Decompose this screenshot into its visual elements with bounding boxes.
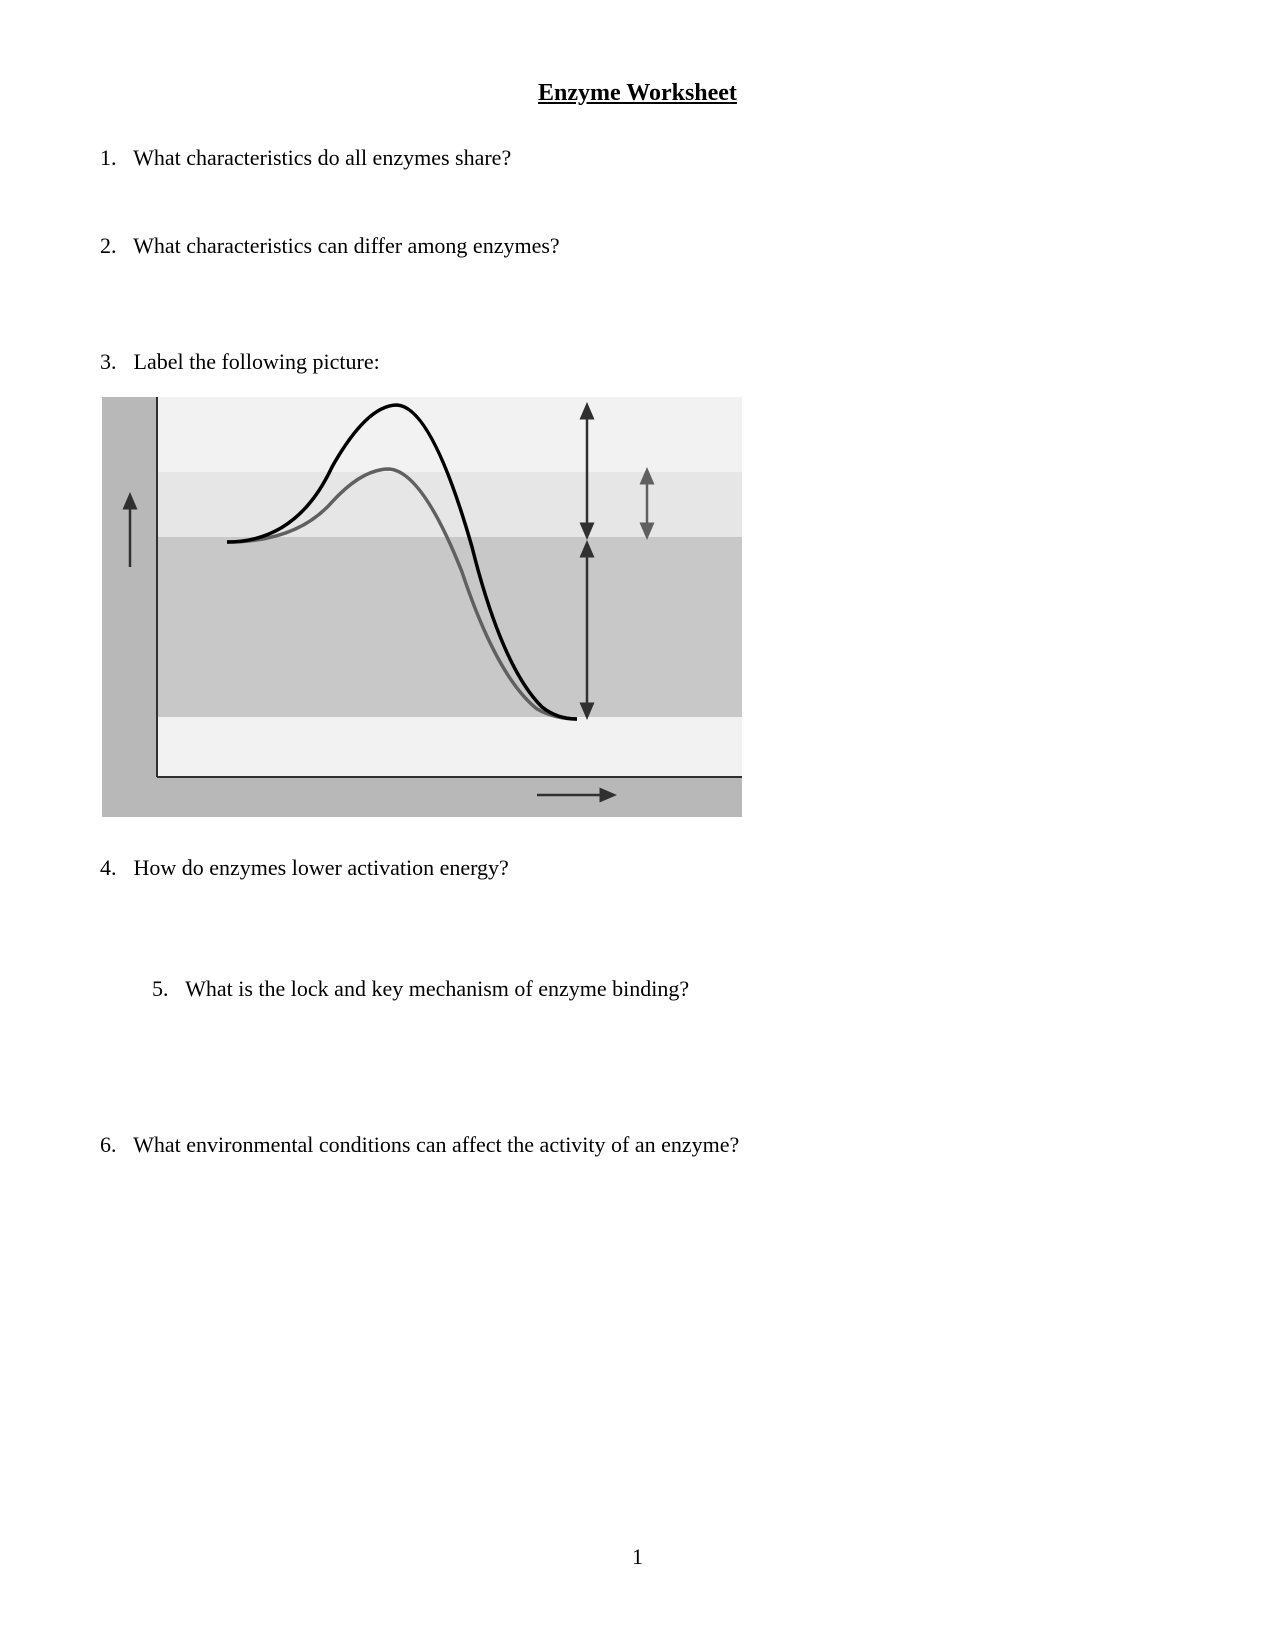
energy-diagram <box>102 397 742 817</box>
question-4-num: 4. <box>100 855 128 881</box>
worksheet-title: Enzyme Worksheet <box>100 80 1175 107</box>
question-6-num: 6. <box>100 1132 128 1158</box>
question-1-text: What characteristics do all enzymes shar… <box>133 145 511 170</box>
question-3-text: Label the following picture: <box>134 349 380 374</box>
question-4-text: How do enzymes lower activation energy? <box>134 855 509 880</box>
question-4: 4. How do enzymes lower activation energ… <box>100 855 1175 881</box>
question-1: 1. What characteristics do all enzymes s… <box>100 145 1175 171</box>
page-number: 1 <box>0 1544 1275 1570</box>
question-2: 2. What characteristics can differ among… <box>100 233 1175 259</box>
question-1-num: 1. <box>100 145 128 171</box>
question-6-text: What environmental conditions can affect… <box>133 1132 739 1157</box>
question-5: 5. What is the lock and key mechanism of… <box>100 976 1175 1002</box>
question-6: 6. What environmental conditions can aff… <box>100 1132 1175 1158</box>
question-3-num: 3. <box>100 349 128 375</box>
question-5-num: 5. <box>152 976 180 1002</box>
question-2-num: 2. <box>100 233 128 259</box>
question-2-text: What characteristics can differ among en… <box>133 233 560 258</box>
question-3: 3. Label the following picture: <box>100 349 1175 375</box>
question-5-text: What is the lock and key mechanism of en… <box>185 976 689 1001</box>
